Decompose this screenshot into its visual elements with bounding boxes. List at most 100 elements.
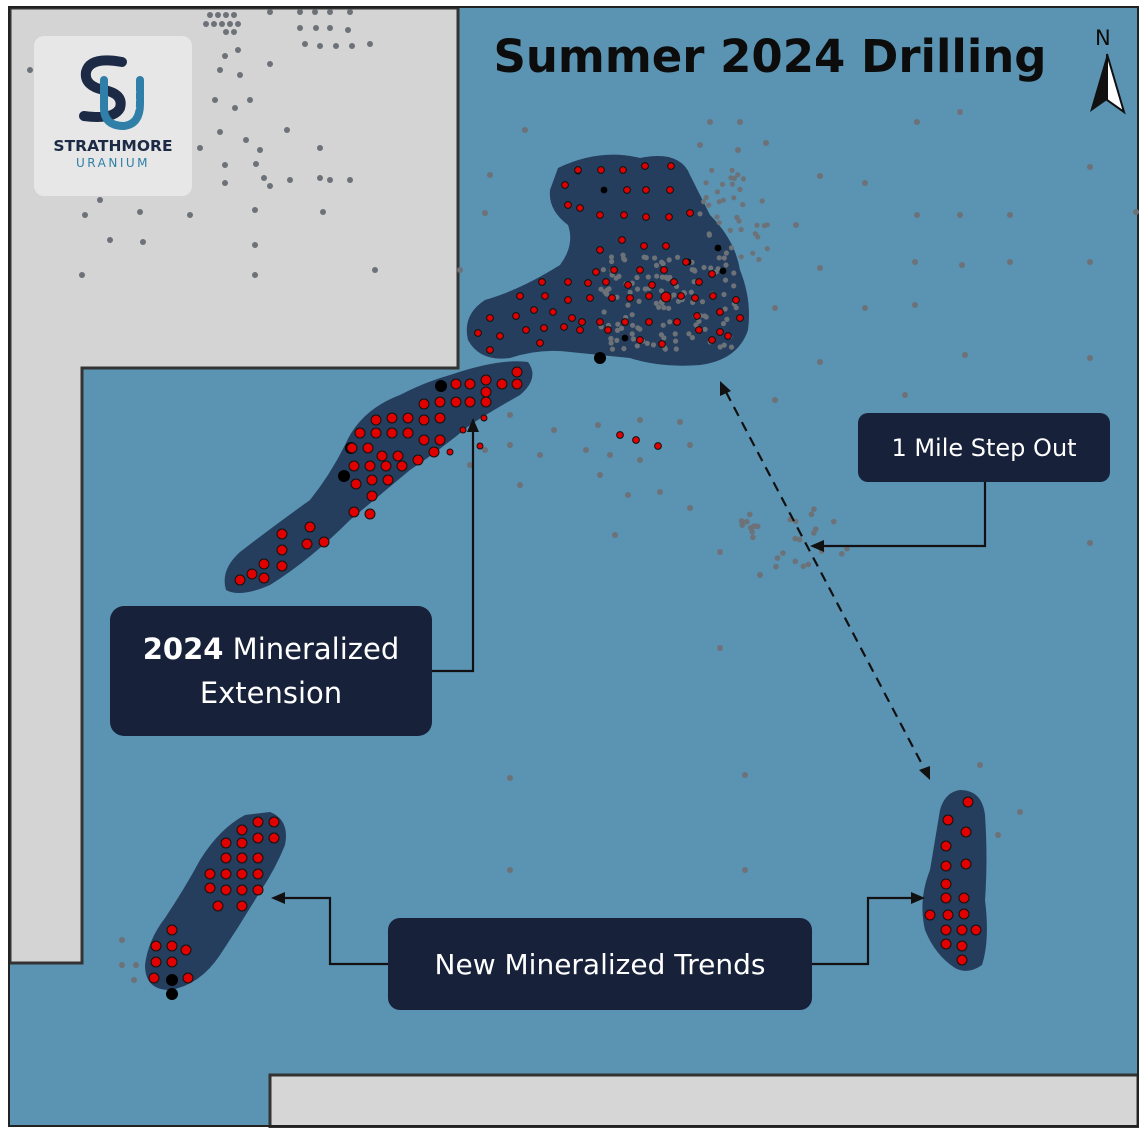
mineralized-hole [642,213,650,221]
historic-hole [607,452,613,458]
historic-hole [215,12,221,18]
mineralized-hole [632,436,640,444]
mineralized-hole [677,292,685,300]
historic-hole [609,258,615,265]
historic-hole [137,209,143,215]
historic-hole [243,137,249,143]
historic-hole [235,21,241,27]
historic-hole [657,489,663,495]
mineralized-hole [220,852,232,864]
callout-extension-line1: 2024 Mineralized [143,627,400,671]
historic-hole [312,9,318,15]
mineralized-hole [366,474,378,486]
historic-hole [707,119,713,125]
historic-hole [235,47,241,53]
historic-hole [97,197,103,203]
historic-hole [642,286,648,292]
historic-hole [583,447,589,453]
historic-hole [133,962,139,968]
main-zone [466,154,749,366]
historic-hole [507,867,513,873]
historic-hole [740,176,747,182]
historic-hole [699,299,706,305]
historic-hole [774,555,781,561]
historic-hole [727,227,733,233]
historic-hole [653,262,660,268]
mineralized-hole [434,434,446,446]
historic-hole [731,270,737,276]
historic-hole [1017,809,1023,815]
historic-hole [811,530,817,536]
historic-hole [1087,164,1093,170]
historic-hole [313,25,319,31]
mineralized-hole [496,332,504,340]
historic-hole [602,289,608,295]
mineralized-hole [301,538,313,550]
historic-hole [140,239,146,245]
historic-hole [720,197,727,203]
historic-hole [187,212,193,218]
mineralized-hole [956,924,968,936]
historic-hole [507,442,513,448]
historic-hole [223,29,229,35]
mineralized-hole [940,938,952,950]
mineralized-hole [602,278,610,286]
mineralized-hole [354,427,366,439]
historic-hole [666,257,672,263]
mineralized-hole [620,211,628,219]
historic-hole [372,267,378,273]
historic-hole [284,127,290,133]
mineralized-hole [645,318,653,326]
historic-hole [717,645,723,651]
historic-hole [912,302,918,308]
callout-extension-year: 2024 [142,632,224,666]
mineralized-hole [960,826,972,838]
mineralized-hole [150,956,162,968]
historic-hole [287,177,293,183]
mineralized-hole [236,884,248,896]
historic-hole [637,417,643,423]
mineralized-hole [716,328,724,336]
mineralized-hole [708,336,716,344]
historic-hole [756,256,762,263]
mineralized-hole [234,574,246,586]
mineralized-hole [318,536,330,548]
historic-hole [708,265,714,271]
mineralized-hole [412,454,424,466]
mineralized-hole [660,266,668,274]
mineralized-hole [576,204,584,212]
historic-hole [629,331,635,337]
historic-hole [716,255,722,261]
historic-hole [119,962,125,968]
historic-hole [686,331,692,337]
historic-hole [320,209,326,215]
mineralized-hole [204,868,216,880]
historic-hole [347,177,353,183]
mineralized-hole [624,281,632,289]
mineralized-hole [376,450,388,462]
historic-hole [714,189,721,195]
mineralized-hole [560,323,568,331]
mineralized-hole [682,258,690,266]
historic-hole [902,392,908,398]
historic-hole [609,346,616,352]
historic-hole [482,447,488,453]
mineralized-hole [958,908,970,920]
historic-hole [703,180,709,186]
mineralized-hole [574,166,582,174]
historic-hole [634,286,641,292]
historic-hole [217,129,223,135]
historic-hole [737,119,743,125]
callout-leaders [271,381,987,966]
historic-hole [706,231,712,237]
historic-hole [634,343,640,349]
barren-hole [338,470,350,482]
historic-hole [665,276,671,282]
historic-hole [731,283,737,289]
mineralized-hole [348,460,360,472]
historic-hole [957,212,963,218]
historic-hole [792,558,799,565]
historic-hole [537,452,543,458]
mineralized-hole [956,940,968,952]
mineralized-hole [348,506,360,518]
